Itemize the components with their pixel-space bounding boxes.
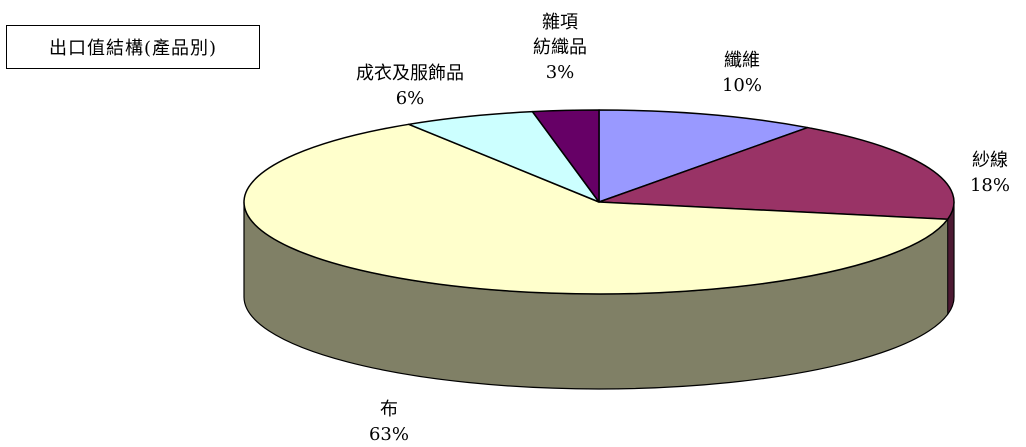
slice-label-fiber: 纖維 10% — [692, 48, 792, 98]
slice-label-yarn: 紗線 18% — [960, 148, 1020, 198]
slice-label-apparel-name: 成衣及服飾品 — [356, 63, 464, 84]
pie-top-slices — [243, 109, 955, 295]
slice-label-yarn-value: 18% — [969, 175, 1010, 196]
pie-slice-apparel — [408, 110, 600, 203]
pie-slice-misc — [531, 109, 600, 203]
slice-label-yarn-name: 紗線 — [972, 150, 1008, 171]
slice-label-fabric: 布 63% — [354, 397, 424, 447]
slice-label-fabric-name: 布 — [380, 399, 398, 420]
slice-label-fiber-value: 10% — [721, 75, 762, 96]
pie-slice-fabric — [243, 123, 949, 295]
slice-label-misc-value: 3% — [545, 62, 575, 83]
slice-label-misc-name-2: 紡織品 — [533, 37, 587, 58]
slice-label-fabric-value: 63% — [368, 424, 409, 445]
slice-label-apparel-value: 6% — [395, 88, 425, 109]
pie-slice-fiber — [598, 109, 809, 203]
slice-label-misc-name-1: 雜項 — [542, 12, 578, 33]
slice-label-apparel: 成衣及服飾品 6% — [320, 61, 500, 111]
slice-label-misc: 雜項 紡織品 3% — [510, 10, 610, 85]
slice-label-fiber-name: 纖維 — [724, 50, 760, 71]
chart-title: 出口值結構(產品別) — [6, 25, 260, 69]
pie-slice-yarn — [598, 126, 955, 220]
